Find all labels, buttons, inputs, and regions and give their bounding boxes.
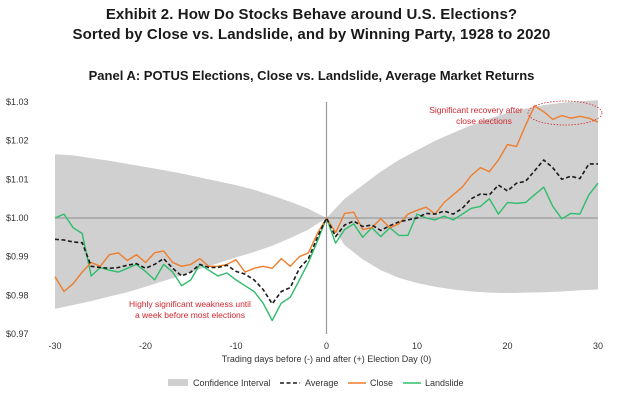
annotation-recovery-text: Significant recovery after (429, 105, 523, 115)
legend-label-landslide: Landslide (425, 378, 464, 388)
y-tick-label: $1.02 (6, 136, 29, 146)
confidence-interval-layer (55, 100, 598, 309)
annotation-weakness-text: a week before most elections (135, 310, 245, 320)
series-layer (54, 105, 599, 322)
tick-labels: $0.97 $0.98 $0.99 $1.00 $1.01 $1.02 $1.03 -30 -2… (6, 97, 603, 364)
legend: Confidence Interval Average Close Landslide (168, 378, 464, 388)
annotation-weakness-text: Highly significant weakness until (129, 299, 251, 309)
legend-label-confidence: Confidence Interval (193, 378, 271, 388)
y-tick-label: $1.03 (6, 97, 29, 107)
x-axis-label: Trading days before (-) and after (+) El… (222, 354, 432, 364)
x-tick-label: 30 (593, 341, 603, 351)
x-tick-label: 20 (502, 341, 512, 351)
confidence-interval-band (55, 100, 598, 309)
x-tick-label: -30 (48, 341, 61, 351)
x-tick-label: -20 (139, 341, 152, 351)
series-line-close (54, 105, 599, 293)
y-tick-label: $0.97 (6, 329, 29, 339)
x-tick-label: 0 (324, 341, 329, 351)
highlight-ellipse (527, 100, 603, 126)
y-tick-label: $0.98 (6, 290, 29, 300)
legend-label-average: Average (305, 378, 338, 388)
annotation-recovery-text: close elections (456, 116, 512, 126)
panel-title: Panel A: POTUS Elections, Close vs. Land… (88, 68, 535, 83)
legend-label-close: Close (370, 378, 393, 388)
x-tick-label: -10 (229, 341, 242, 351)
legend-swatch-confidence (168, 379, 188, 386)
exhibit-title-line1: Exhibit 2. How Do Stocks Behave around U… (105, 6, 518, 23)
x-tick-label: 10 (412, 341, 422, 351)
y-tick-label: $1.01 (6, 174, 29, 184)
y-tick-label: $0.99 (6, 252, 29, 262)
y-tick-label: $1.00 (6, 213, 29, 223)
exhibit-title-line2: Sorted by Close vs. Landslide, and by Wi… (72, 26, 551, 43)
